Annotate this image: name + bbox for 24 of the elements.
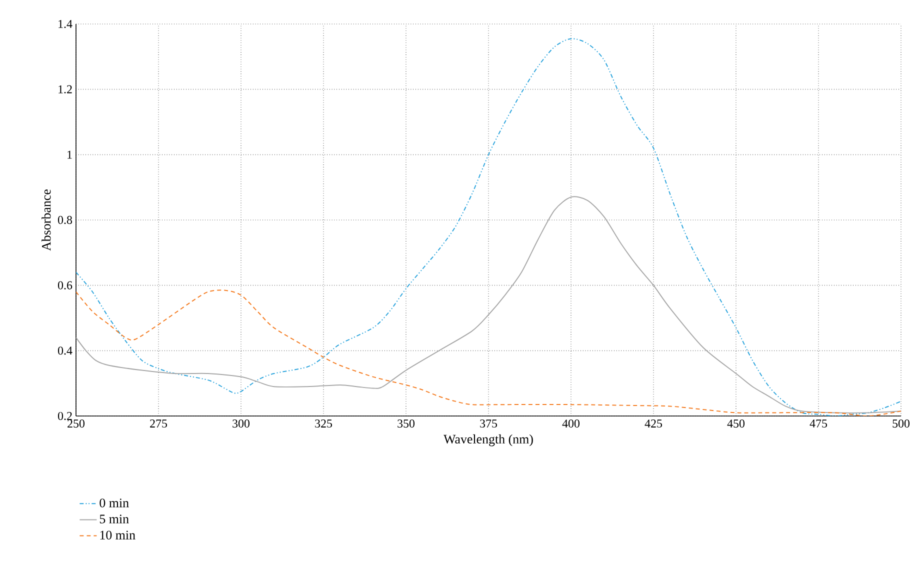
y-tick-label: 0.2 — [58, 412, 72, 420]
x-tick-label: 500 — [892, 420, 910, 428]
y-axis-title: Absorbance — [42, 190, 51, 251]
y-tick-label: 1 — [68, 150, 72, 159]
y-tick-label: 0.4 — [58, 346, 72, 355]
x-tick-label: 250 — [68, 420, 85, 428]
legend-label: 10 min — [100, 530, 136, 540]
x-axis-title: Wavelength (nm) — [444, 434, 533, 446]
y-tick-label: 1.4 — [58, 20, 72, 28]
x-tick-label: 400 — [562, 420, 580, 428]
x-tick-label: 450 — [727, 420, 745, 428]
y-tick-label: 0.8 — [58, 216, 72, 224]
legend-label: 5 min — [100, 514, 129, 524]
x-tick-label: 275 — [150, 420, 168, 428]
legend-label: 0 min — [100, 498, 129, 508]
x-tick-label: 325 — [315, 420, 332, 428]
y-tick-label: 1.2 — [58, 85, 72, 94]
line-series — [76, 196, 902, 414]
x-tick-label: 375 — [480, 420, 498, 428]
x-tick-label: 475 — [810, 420, 828, 428]
x-tick-label: 300 — [232, 420, 250, 428]
x-tick-label: 425 — [644, 420, 662, 428]
y-tick-label: 0.6 — [58, 281, 72, 290]
x-tick-label: 350 — [398, 420, 415, 428]
